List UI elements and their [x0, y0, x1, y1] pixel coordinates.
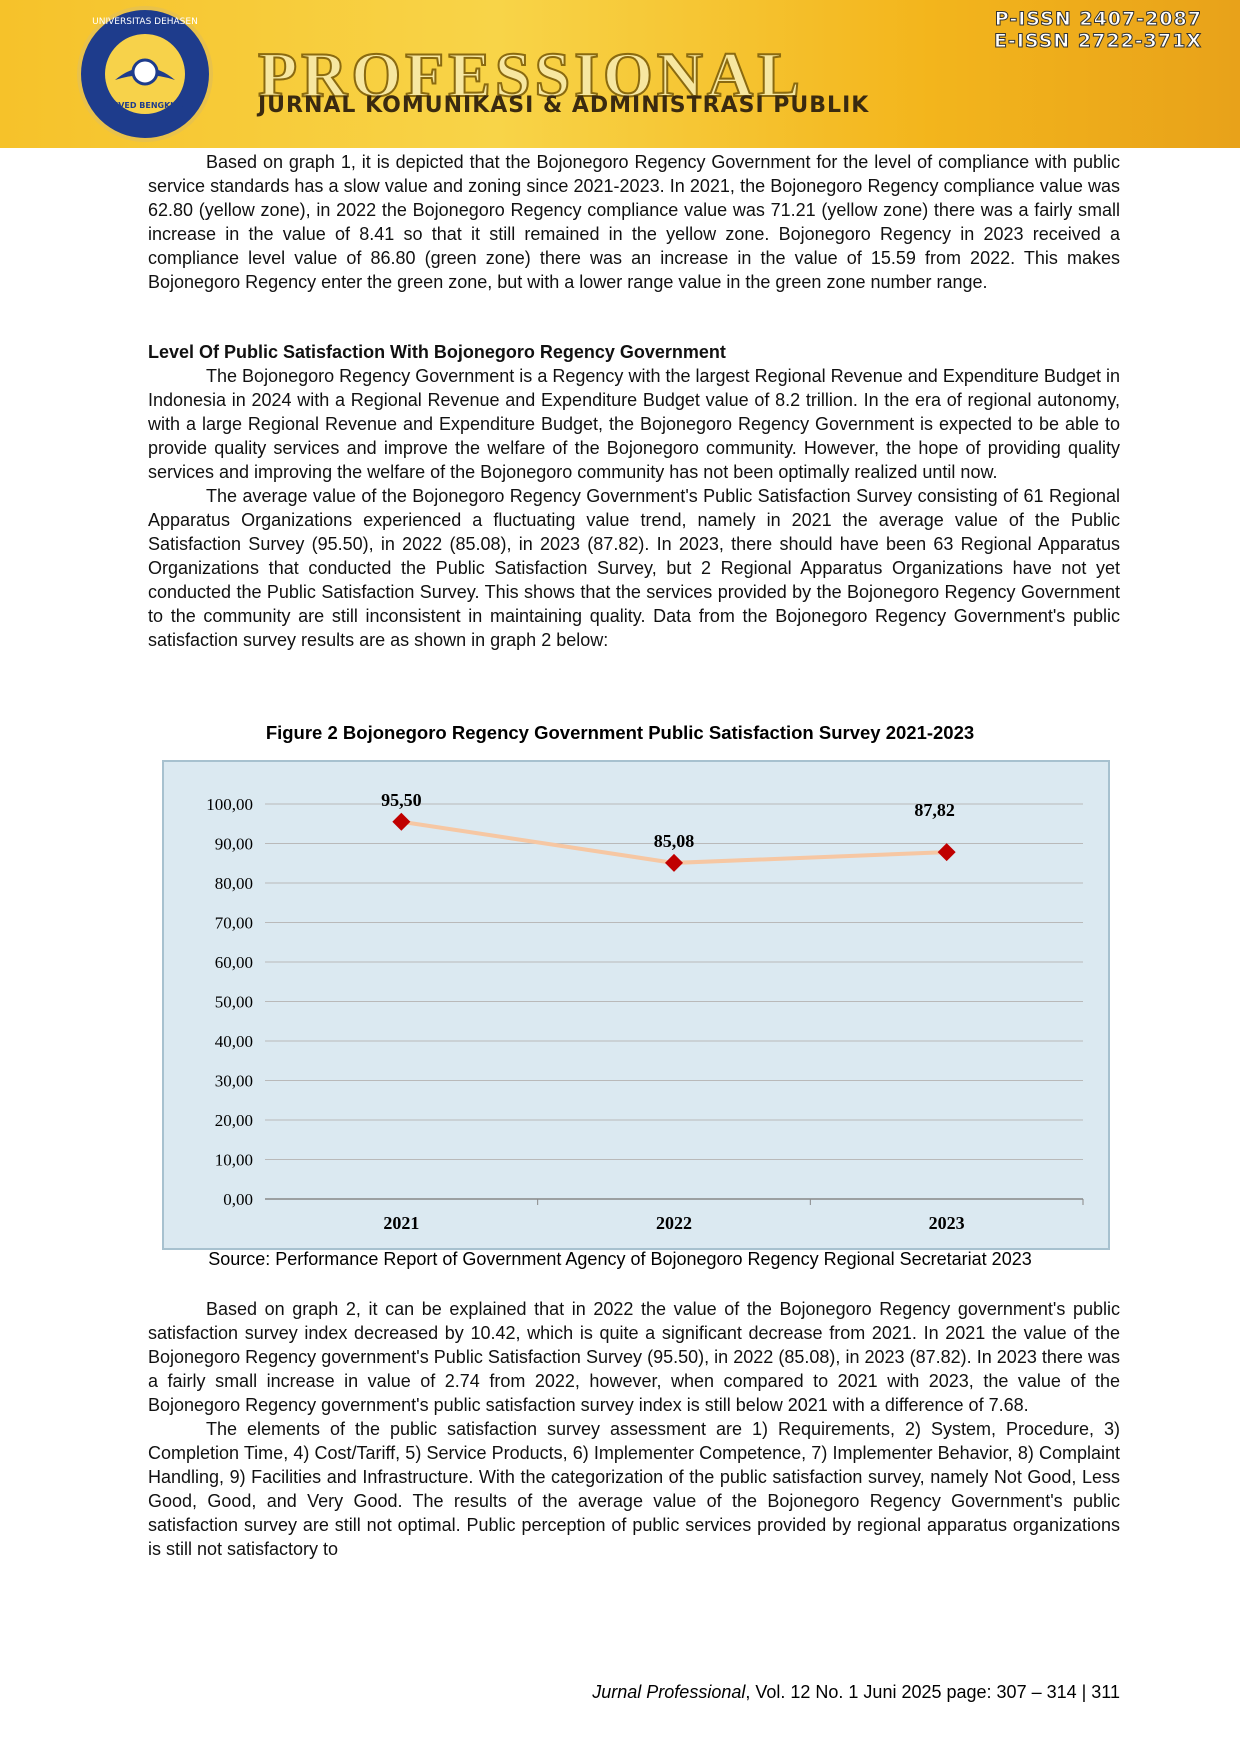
paragraph: Based on graph 1, it is depicted that th… — [148, 152, 1120, 292]
paragraph: The Bojonegoro Regency Government is a R… — [148, 366, 1120, 482]
x-tick-label: 2021 — [383, 1213, 419, 1233]
text-block: Based on graph 1, it is depicted that th… — [148, 150, 1120, 294]
data-point — [665, 853, 683, 872]
journal-title: PROFESSIONAL — [257, 38, 804, 111]
y-tick-label: 80,00 — [215, 874, 253, 893]
issn-online: E-ISSN 2722-371X — [993, 30, 1202, 53]
y-tick-label: 70,00 — [215, 914, 253, 933]
citation: , Vol. 12 No. 1 Juni 2025 page: 307 – 31… — [745, 1682, 1120, 1702]
data-label: 85,08 — [654, 831, 695, 851]
data-label: 95,50 — [381, 790, 422, 810]
data-point — [392, 812, 411, 831]
y-tick-label: 60,00 — [215, 953, 253, 972]
issn-print: P-ISSN 2407-2087 — [994, 8, 1202, 31]
data-label: 87,82 — [914, 800, 955, 820]
y-tick-label: 10,00 — [215, 1151, 253, 1170]
y-tick-label: 40,00 — [215, 1032, 253, 1051]
chart-background — [162, 760, 1110, 1250]
y-tick-label: 100,00 — [206, 795, 253, 814]
y-tick-label: 50,00 — [215, 993, 253, 1012]
paragraph: The elements of the public satisfaction … — [148, 1419, 1120, 1559]
journal-name: Jurnal Professional — [592, 1682, 746, 1702]
y-tick-label: 20,00 — [215, 1111, 253, 1130]
logo: UNIVERSITAS DEHASEN UNIVED BENGKULU — [77, 6, 213, 142]
figure-source: Source: Performance Report of Government… — [208, 1249, 1032, 1269]
journal-banner: UNIVERSITAS DEHASEN UNIVED BENGKULU P-IS… — [0, 0, 1240, 148]
y-tick-label: 0,00 — [223, 1190, 253, 1209]
text-block: Level Of Public Satisfaction With Bojone… — [148, 340, 1120, 652]
logo-text: UNIVED BENGKULU — [102, 101, 188, 110]
figure-caption: Figure 2 Bojonegoro Regency Government P… — [265, 722, 975, 743]
logo-text: UNIVERSITAS DEHASEN — [92, 17, 198, 27]
text-block: Based on graph 2, it can be explained th… — [148, 1297, 1120, 1561]
journal-subtitle: JURNAL KOMUNIKASI & ADMINISTRASI PUBLIK — [258, 93, 870, 118]
chart: 0,00 10,00 20,00 30,00 40,00 50,00 60,00 70,00 8… — [162, 760, 1110, 1250]
paragraph: The average value of the Bojonegoro Rege… — [148, 486, 1120, 650]
page-footer: Jurnal Professional, Vol. 12 No. 1 Juni … — [592, 1682, 1120, 1703]
section-heading: Level Of Public Satisfaction With Bojone… — [148, 342, 726, 362]
y-tick-label: 90,00 — [215, 835, 253, 854]
y-tick-label: 30,00 — [215, 1072, 253, 1091]
x-tick-label: 2022 — [656, 1213, 692, 1233]
x-tick-label: 2023 — [929, 1213, 965, 1233]
paragraph: Based on graph 2, it can be explained th… — [148, 1299, 1120, 1415]
data-point — [937, 843, 956, 862]
